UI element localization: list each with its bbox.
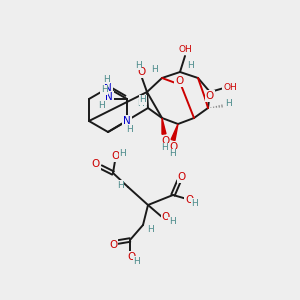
Text: O: O <box>92 159 100 169</box>
Text: O: O <box>206 91 214 101</box>
Text: H: H <box>192 199 198 208</box>
Text: N: N <box>104 83 112 93</box>
Text: H: H <box>135 61 141 70</box>
Text: O: O <box>178 172 186 182</box>
Text: H: H <box>126 125 132 134</box>
Text: H: H <box>152 65 158 74</box>
Text: H: H <box>148 224 154 233</box>
Text: H: H <box>169 218 176 226</box>
Text: H: H <box>101 85 107 94</box>
Text: H: H <box>162 143 168 152</box>
Text: O: O <box>127 252 135 262</box>
Text: H: H <box>98 100 104 109</box>
Text: H: H <box>103 74 110 83</box>
Text: H: H <box>136 100 143 109</box>
Text: O: O <box>175 76 183 86</box>
Text: O: O <box>169 142 177 152</box>
Text: OH: OH <box>223 82 237 91</box>
Text: O: O <box>162 212 170 222</box>
Text: H: H <box>120 148 126 158</box>
Text: O: O <box>161 136 169 146</box>
Text: H: H <box>225 100 231 109</box>
Polygon shape <box>162 118 166 134</box>
Text: O: O <box>138 67 146 77</box>
Text: H: H <box>140 95 146 104</box>
Text: N: N <box>105 92 113 102</box>
Text: OH: OH <box>178 44 192 53</box>
Text: H: H <box>117 181 123 190</box>
Text: O: O <box>112 151 120 161</box>
Text: H: H <box>169 149 176 158</box>
Text: N: N <box>123 116 131 126</box>
Text: O: O <box>185 195 193 205</box>
Text: H: H <box>187 61 194 70</box>
Polygon shape <box>171 124 178 141</box>
Text: O: O <box>109 240 117 250</box>
Text: H: H <box>134 256 140 266</box>
